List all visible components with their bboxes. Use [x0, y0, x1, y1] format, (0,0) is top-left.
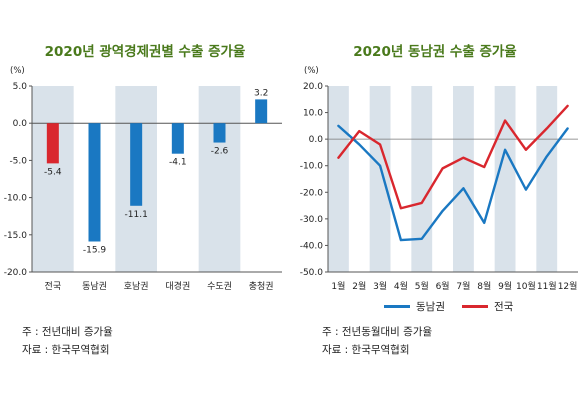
y-tick-label: 0.0 — [13, 119, 28, 129]
bar-3 — [171, 123, 184, 154]
legend-item-dongnam: 동남권 — [384, 299, 445, 314]
bar-value-label: 3.2 — [254, 88, 268, 98]
x-tick-label: 대경권 — [165, 280, 190, 292]
bar-value-label: -2.6 — [211, 147, 229, 157]
x-tick-label: 호남권 — [124, 280, 149, 292]
y-axis-unit: (%) — [10, 66, 25, 76]
x-tick-label: 8월 — [477, 280, 491, 292]
y-tick-label: 0.0 — [309, 135, 324, 145]
x-tick-label: 3월 — [373, 280, 387, 292]
bar-1 — [88, 123, 101, 242]
band-stripe — [198, 86, 241, 272]
y-tick-label: -10.0 — [4, 194, 28, 204]
y-tick-label: -15.0 — [4, 231, 28, 241]
x-tick-label: 4월 — [394, 280, 408, 292]
band-stripe — [369, 86, 391, 272]
y-tick-label: -50.0 — [300, 268, 324, 278]
y-tick-label: -30.0 — [300, 215, 324, 225]
right-chart-title: 2020년 동남권 수출 증가율 — [353, 44, 517, 60]
bar-value-label: -15.9 — [83, 245, 107, 255]
y-tick-label: 10.0 — [303, 109, 323, 119]
bar-value-label: -5.4 — [44, 167, 62, 177]
bar-value-label: -4.1 — [169, 158, 187, 168]
x-tick-label: 11월 — [537, 280, 557, 292]
left-chart-title: 2020년 광역경제권별 수출 증가율 — [44, 44, 246, 60]
right-note-source: 자료 : 한국무역협회 — [322, 344, 410, 356]
right-note-basis: 주 : 전년동월대비 증가율 — [322, 326, 433, 338]
left-note-source: 자료 : 한국무역협회 — [22, 344, 110, 356]
legend-label-national: 전국 — [494, 301, 514, 313]
bar-0 — [46, 123, 59, 164]
y-axis-unit: (%) — [304, 66, 319, 76]
band-stripe — [453, 86, 474, 272]
dongnam-export-line-chart: (%) 20.0 10.0 0.0 -10.0 -20.0 -30.0 -40.0 -50.0 1… — [300, 66, 578, 292]
x-tick-label: 전국 — [45, 281, 62, 292]
legend-swatch-dongnam — [384, 305, 410, 308]
legend-swatch-national — [462, 305, 488, 308]
bar-2 — [130, 123, 143, 206]
bar-5 — [255, 99, 268, 124]
y-tick-label: 20.0 — [303, 82, 323, 92]
y-tick-label: -40.0 — [300, 241, 324, 251]
y-tick-label: -5.0 — [9, 156, 27, 166]
x-tick-label: 충청권 — [249, 280, 274, 292]
regional-export-bar-chart: (%) 5.0 0.0 -5.0 -10.0 -15.0 -20.0 -5.4 전국 -15.9 동… — [4, 66, 282, 292]
y-tick-label: -20.0 — [300, 188, 324, 198]
x-tick-label: 1월 — [331, 280, 345, 292]
band-stripe — [536, 86, 558, 272]
y-tick-label: -10.0 — [300, 162, 324, 172]
legend-item-national: 전국 — [462, 299, 513, 314]
y-tick-label: 5.0 — [13, 82, 28, 92]
series-line-1 — [337, 104, 569, 210]
x-tick-label: 6월 — [436, 280, 450, 292]
band-stripe — [411, 86, 433, 272]
left-note-basis: 주 : 전년대비 증가율 — [22, 326, 113, 338]
x-tick-label: 10월 — [516, 280, 536, 292]
x-tick-label: 2월 — [352, 280, 366, 292]
x-tick-label: 동남권 — [82, 280, 107, 292]
x-tick-label: 9월 — [498, 280, 512, 292]
x-tick-label: 수도권 — [207, 280, 232, 292]
x-tick-label: 7월 — [456, 280, 470, 292]
band-stripe — [328, 86, 349, 272]
legend-label-dongnam: 동남권 — [416, 301, 445, 313]
y-tick-label: -20.0 — [4, 268, 28, 278]
series-line-0 — [337, 124, 569, 242]
bar-4 — [213, 123, 226, 143]
x-tick-label: 5월 — [415, 280, 429, 292]
band-stripe — [32, 86, 74, 272]
x-tick-label: 12월 — [558, 280, 578, 292]
bar-value-label: -11.1 — [125, 210, 148, 220]
